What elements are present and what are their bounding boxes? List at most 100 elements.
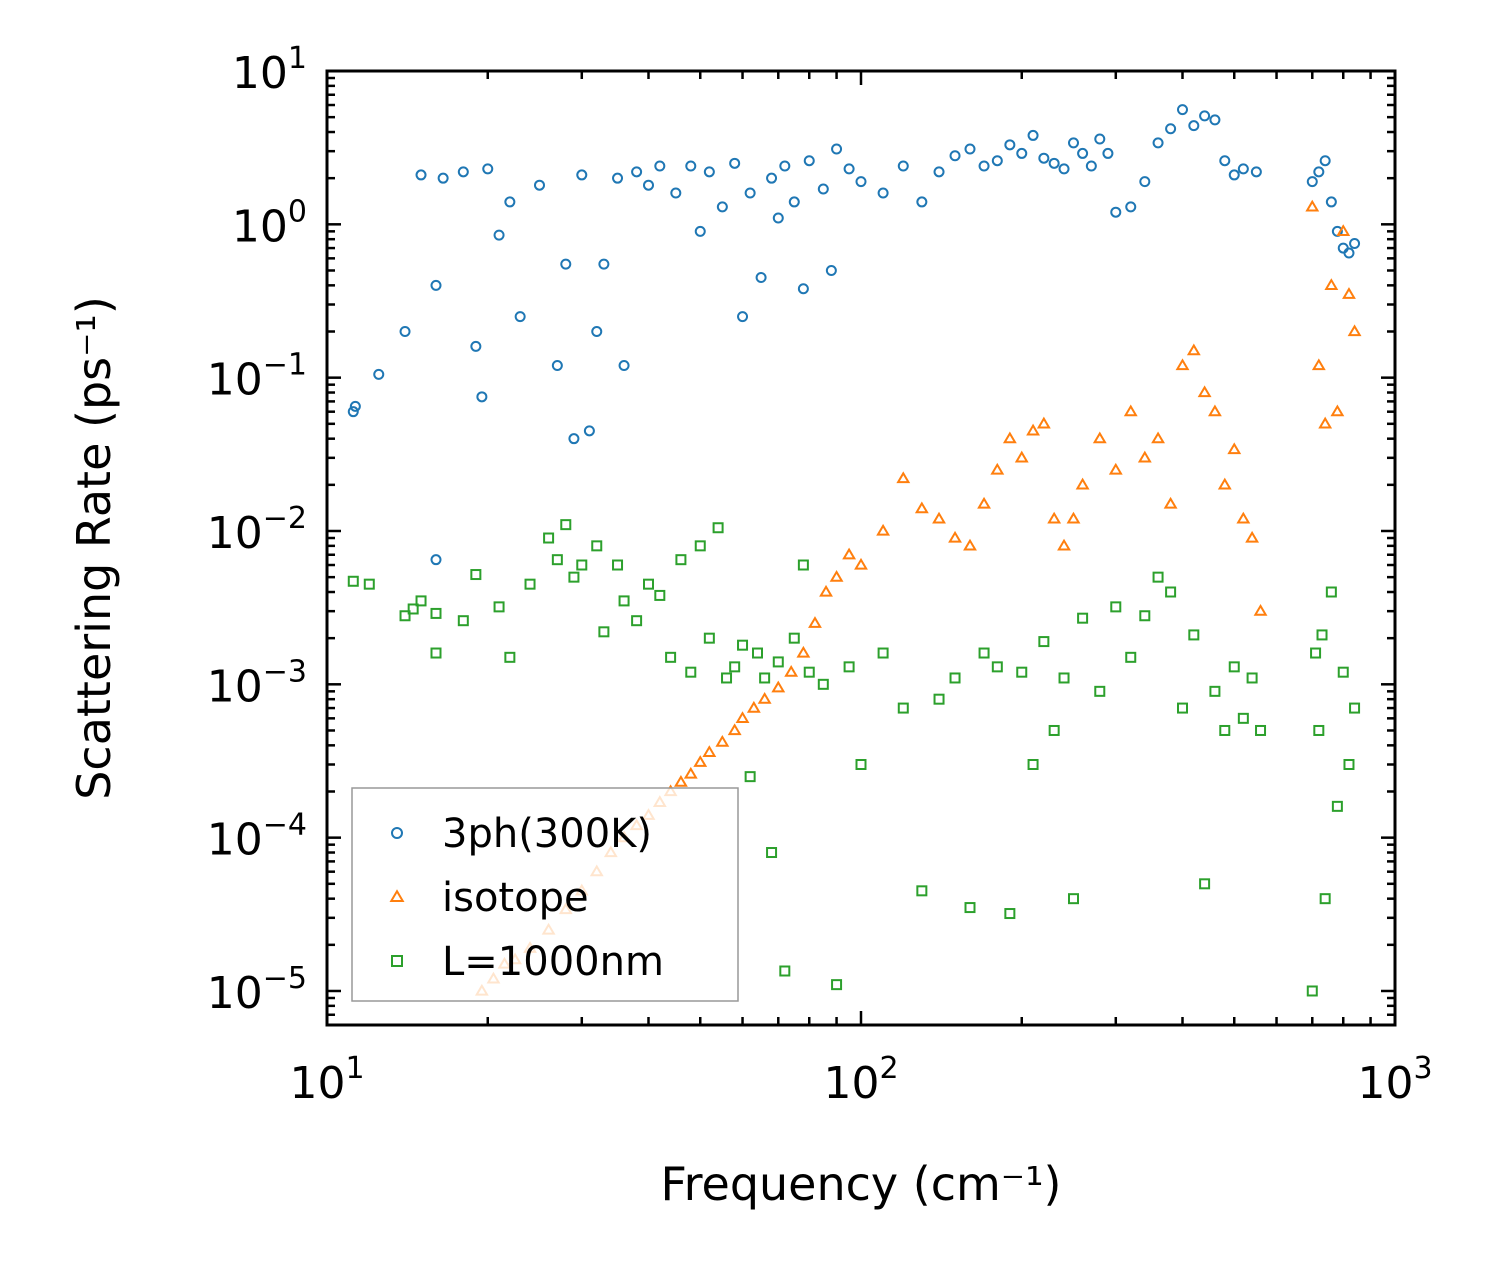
data-point (1343, 758, 1355, 770)
data-point (1319, 155, 1331, 167)
data-point (373, 368, 385, 380)
data-point (817, 183, 829, 195)
data-point (1337, 666, 1349, 678)
y-tick-label: 10−4 (207, 808, 307, 866)
data-point (1058, 672, 1070, 684)
data-point (1188, 120, 1200, 132)
data-point (1027, 129, 1039, 141)
data-point (729, 661, 741, 673)
data-point (654, 589, 666, 601)
data-point (576, 559, 588, 571)
data-point (876, 523, 891, 536)
data-point (1227, 442, 1242, 455)
data-point (598, 258, 610, 270)
data-point (759, 672, 771, 684)
data-point (407, 603, 419, 615)
data-point (772, 212, 784, 224)
data-point (415, 595, 427, 607)
x-tick-label: 101 (289, 1051, 364, 1109)
data-point (1228, 661, 1240, 673)
data-point (712, 522, 724, 534)
data-point (363, 578, 375, 590)
data-point (744, 187, 756, 199)
data-point (1151, 431, 1165, 444)
data-point (1057, 538, 1071, 551)
x-tick-label: 103 (1357, 1051, 1432, 1109)
data-point (1305, 199, 1320, 212)
data-point (1048, 157, 1060, 169)
data-point (1219, 724, 1231, 736)
data-point (1077, 612, 1089, 624)
data-point (1318, 416, 1333, 429)
data-point (729, 157, 741, 169)
data-point (1199, 878, 1211, 890)
data-point (1014, 450, 1029, 463)
data-point (843, 661, 855, 673)
data-point (1016, 666, 1028, 678)
data-point (598, 626, 610, 638)
data-point (1319, 893, 1331, 905)
data-point (430, 647, 442, 659)
data-point (654, 160, 666, 172)
data-point (703, 632, 715, 644)
data-point (693, 755, 708, 767)
data-point (963, 538, 977, 551)
data-point (399, 610, 411, 622)
data-point (1253, 604, 1268, 616)
data-point (1186, 343, 1201, 356)
data-point (415, 169, 427, 181)
data-point (843, 163, 855, 175)
data-point (694, 225, 706, 237)
data-point (1177, 702, 1188, 714)
data-point (1004, 139, 1016, 151)
data-point (721, 672, 733, 684)
data-point (1311, 358, 1326, 371)
data-point (1209, 114, 1221, 126)
data-point (1038, 636, 1050, 648)
data-point (1237, 163, 1249, 175)
data-point (803, 666, 815, 678)
data-point (1236, 511, 1251, 524)
data-point (1066, 511, 1081, 524)
data-point (591, 326, 603, 338)
data-point (1255, 724, 1267, 736)
data-point (949, 672, 961, 684)
data-point (1245, 530, 1260, 543)
data-point (1250, 166, 1262, 178)
data-point (1217, 477, 1232, 490)
data-point (476, 391, 488, 403)
data-point (1343, 247, 1355, 259)
data-point (591, 540, 603, 552)
data-point (797, 559, 809, 571)
data-point (797, 283, 809, 295)
data-point (1163, 496, 1178, 509)
data-point (796, 645, 811, 658)
data-point (1110, 206, 1122, 218)
data-point (779, 965, 791, 977)
data-point (744, 771, 756, 783)
data-point (817, 678, 829, 690)
data-point (504, 651, 516, 663)
data-point (1313, 724, 1325, 736)
data-point (576, 169, 588, 181)
data-point (1026, 423, 1040, 436)
data-point (349, 400, 361, 412)
data-point (1342, 287, 1356, 299)
data-point (1092, 431, 1107, 444)
data-point (771, 680, 786, 693)
x-axis-title: Frequency (cm⁻¹) (661, 1157, 1062, 1211)
data-point (897, 702, 909, 714)
data-point (1077, 147, 1089, 159)
y-axis-title: Scattering Rate (ps⁻¹) (67, 296, 121, 800)
data-point (1306, 176, 1318, 188)
data-point (991, 661, 1003, 673)
data-point (1228, 169, 1240, 181)
legend-marker-triangle (389, 889, 405, 903)
data-point (1175, 358, 1190, 371)
data-point (1336, 224, 1351, 236)
data-point (694, 540, 706, 552)
data-point (831, 143, 843, 155)
data-point (808, 616, 822, 628)
